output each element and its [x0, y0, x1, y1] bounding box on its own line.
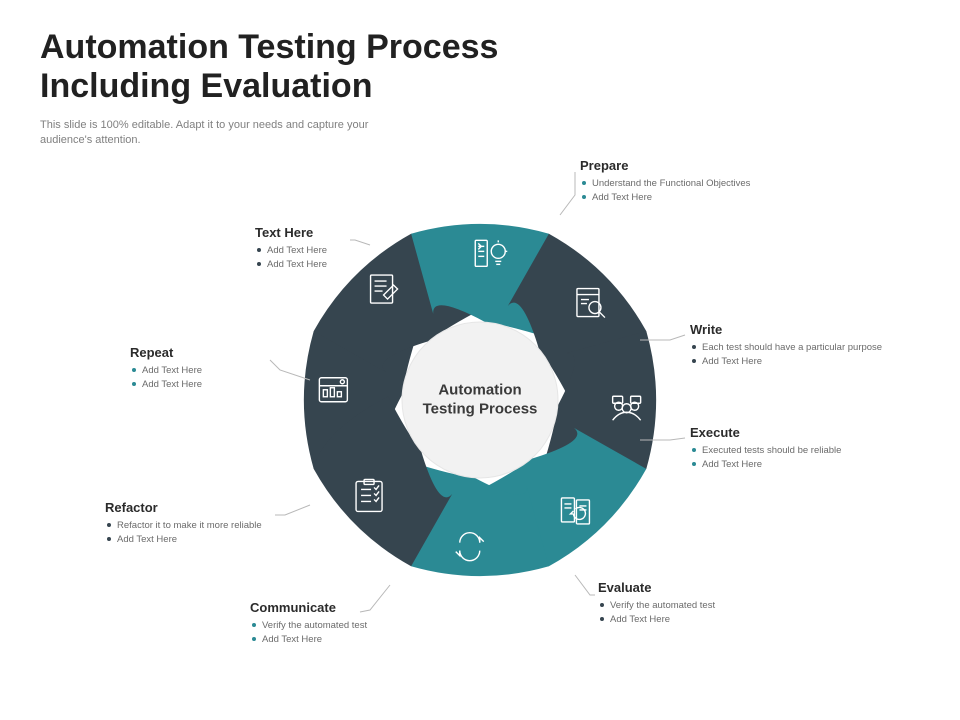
callout-title: Communicate: [250, 600, 450, 615]
bullet: Add Text Here: [250, 633, 450, 647]
slide: Automation Testing Process Including Eva…: [0, 0, 960, 720]
callout-communicate: Communicate Verify the automated test Ad…: [250, 600, 450, 647]
callout-texthere: Text Here Add Text Here Add Text Here: [255, 225, 455, 272]
callout-bullets: Add Text Here Add Text Here: [255, 244, 455, 272]
callout-repeat: Repeat Add Text Here Add Text Here: [130, 345, 330, 392]
callout-title: Write: [690, 322, 890, 337]
callout-title: Text Here: [255, 225, 455, 240]
callout-bullets: Add Text Here Add Text Here: [130, 364, 330, 392]
bullet: Add Text Here: [598, 613, 798, 627]
bullet: Add Text Here: [255, 244, 455, 258]
bullet: Executed tests should be reliable: [690, 444, 890, 458]
bullet: Verify the automated test: [250, 619, 450, 633]
callout-bullets: Understand the Functional Objectives Add…: [580, 177, 780, 205]
page-title: Automation Testing Process Including Eva…: [40, 28, 640, 106]
callout-write: Write Each test should have a particular…: [690, 322, 890, 369]
bullet: Add Text Here: [580, 191, 780, 205]
bullet: Add Text Here: [105, 533, 305, 547]
page-subtitle: This slide is 100% editable. Adapt it to…: [40, 118, 400, 148]
callout-execute: Execute Executed tests should be reliabl…: [690, 425, 890, 472]
center-label: Automation Testing Process: [420, 381, 540, 419]
bullet: Refactor it to make it more reliable: [105, 519, 305, 533]
callout-bullets: Executed tests should be reliable Add Te…: [690, 444, 890, 472]
bullet: Add Text Here: [255, 258, 455, 272]
callout-title: Repeat: [130, 345, 330, 360]
callout-refactor: Refactor Refactor it to make it more rel…: [105, 500, 305, 547]
callout-title: Evaluate: [598, 580, 798, 595]
bullet: Understand the Functional Objectives: [580, 177, 780, 191]
callout-title: Prepare: [580, 158, 780, 173]
bullet: Add Text Here: [130, 364, 330, 378]
callout-bullets: Verify the automated test Add Text Here: [598, 599, 798, 627]
callout-title: Execute: [690, 425, 890, 440]
callout-title: Refactor: [105, 500, 305, 515]
callout-bullets: Each test should have a particular purpo…: [690, 341, 890, 369]
callout-prepare: Prepare Understand the Functional Object…: [580, 158, 780, 205]
callout-evaluate: Evaluate Verify the automated test Add T…: [598, 580, 798, 627]
bullet: Add Text Here: [130, 378, 330, 392]
bullet: Add Text Here: [690, 458, 890, 472]
bullet: Add Text Here: [690, 355, 890, 369]
callout-bullets: Refactor it to make it more reliable Add…: [105, 519, 305, 547]
bullet: Each test should have a particular purpo…: [690, 341, 890, 355]
callout-bullets: Verify the automated test Add Text Here: [250, 619, 450, 647]
bullet: Verify the automated test: [598, 599, 798, 613]
